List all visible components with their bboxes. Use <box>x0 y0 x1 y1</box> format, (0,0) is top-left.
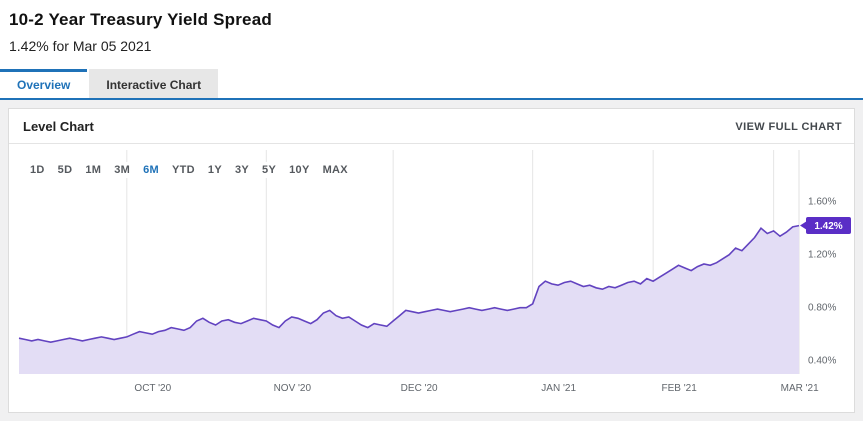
page-title: 10-2 Year Treasury Yield Spread <box>9 10 272 29</box>
view-full-chart-link[interactable]: VIEW FULL CHART <box>735 120 842 133</box>
content-area: Level Chart VIEW FULL CHART 1D 5D 1M 3M 6M YT… <box>0 100 863 421</box>
page-subtitle: 1.42% for Mar 05 2021 <box>9 38 152 54</box>
range-button-3m[interactable]: 3M <box>114 164 131 176</box>
chart-container: 1D 5D 1M 3M 6M YTD 1Y 3Y 5Y 10Y MAX OCT '20 NOV '20… <box>9 144 854 404</box>
value-badge-arrow <box>800 221 807 231</box>
series-line <box>18 224 800 344</box>
y-axis-label: 1.20% <box>808 250 836 261</box>
y-axis-label: 1.60% <box>808 197 836 208</box>
tab-bar: Overview Interactive Chart <box>0 69 863 100</box>
level-chart[interactable]: OCT '20 NOV '20 DEC '20 JAN '21 FEB '21 MAR '… <box>9 144 854 404</box>
range-selector: 1D 5D 1M 3M 6M YTD 1Y 3Y 5Y 10Y MAX <box>28 162 354 178</box>
panel-header: Level Chart VIEW FULL CHART <box>9 109 854 144</box>
x-axis-label: NOV '20 <box>274 383 312 394</box>
page-header: 10-2 Year Treasury Yield Spread 1.42% fo… <box>0 0 863 54</box>
range-button-6m[interactable]: 6M <box>143 164 160 176</box>
range-button-1d[interactable]: 1D <box>30 164 45 176</box>
y-axis-label: 0.80% <box>808 303 836 314</box>
range-button-1y[interactable]: 1Y <box>207 164 222 176</box>
range-button-3y[interactable]: 3Y <box>234 164 250 176</box>
range-button-5d[interactable]: 5D <box>57 164 73 176</box>
x-axis-label: JAN '21 <box>541 383 576 394</box>
range-button-5y[interactable]: 5Y <box>262 164 277 176</box>
range-button-1m[interactable]: 1M <box>85 164 102 176</box>
range-button-ytd[interactable]: YTD <box>172 164 195 176</box>
range-button-10y[interactable]: 10Y <box>289 164 310 176</box>
range-button-max[interactable]: MAX <box>322 164 348 176</box>
x-axis-label: DEC '20 <box>401 383 438 394</box>
value-badge <box>806 217 851 235</box>
series-area-fill <box>19 225 799 374</box>
y-axis-label: 0.40% <box>808 356 836 367</box>
x-axis-label: FEB '21 <box>662 383 698 394</box>
value-badge-label: 1.42% <box>814 221 842 232</box>
x-axis-label: OCT '20 <box>134 383 171 394</box>
tab-interactive-chart[interactable]: Interactive Chart <box>89 69 219 98</box>
panel-title: Level Chart <box>23 119 94 134</box>
level-chart-panel: Level Chart VIEW FULL CHART 1D 5D 1M 3M 6M YT… <box>8 108 855 413</box>
x-axis-label: MAR '21 <box>781 383 819 394</box>
tab-overview[interactable]: Overview <box>0 69 88 98</box>
